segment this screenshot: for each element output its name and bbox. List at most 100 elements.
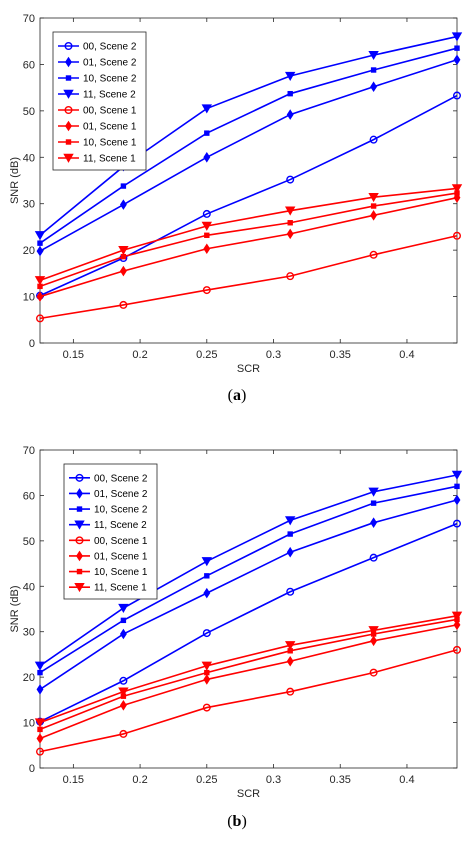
chart-b-ytick-label: 40 xyxy=(23,581,35,593)
chart-a-series-0 xyxy=(36,91,462,300)
chart-b-legend-marker xyxy=(74,582,85,593)
chart-b-xtick-label: 0.25 xyxy=(196,774,217,786)
chart-a-series-line-1 xyxy=(39,59,458,252)
chart-b-legend-marker xyxy=(76,568,83,575)
chart-a-ytick-label: 40 xyxy=(23,152,35,164)
chart-a-data-point xyxy=(284,206,296,216)
chart-a-legend-marker xyxy=(63,89,74,99)
chart-b-data-point xyxy=(284,641,296,651)
chart-a-legend-marker xyxy=(65,139,72,145)
chart-a-legend-marker xyxy=(63,153,74,163)
chart-b-data-point xyxy=(204,573,210,579)
chart-b-legend-entry: 01, Scene 2 xyxy=(94,489,148,500)
chart-b-series-line-4 xyxy=(39,649,458,753)
chart-b-legend-marker xyxy=(74,520,85,530)
chart-a-legend-entry: 01, Scene 1 xyxy=(83,122,137,133)
chart-a: 0 10 20 30 40 50 60 70 0.15 0.2 0.25 0.3 0.35 0.4 SCR S… xyxy=(9,13,463,404)
chart-b-data-point xyxy=(202,703,211,712)
chart-b-legend-marker xyxy=(75,536,84,545)
chart-a-data-point xyxy=(369,250,378,259)
chart-a-data-point xyxy=(287,90,293,97)
chart-b-data-point xyxy=(453,494,461,506)
chart-b-series-line-5 xyxy=(39,624,458,740)
chart-a-data-point xyxy=(203,243,211,255)
chart-a-data-point xyxy=(287,220,293,226)
chart-b-data-point xyxy=(201,557,213,567)
chart-a-data-point xyxy=(120,253,127,260)
chart-a-caption: (a) xyxy=(228,387,247,404)
chart-b-data-point xyxy=(36,747,45,756)
chart-a-data-point xyxy=(202,209,211,218)
chart-a-data-point xyxy=(34,276,46,286)
chart-b-caption: (b) xyxy=(227,813,247,830)
chart-a-legend-entry: 11, Scene 1 xyxy=(83,154,136,165)
chart-a-data-point xyxy=(284,71,296,81)
chart-b-legend-entry: 11, Scene 1 xyxy=(94,583,147,594)
chart-b-data-point xyxy=(201,661,213,671)
chart-b-series-2 xyxy=(37,483,460,676)
chart-b-xtick-label: 0.15 xyxy=(63,774,84,786)
chart-a-series-2 xyxy=(37,45,460,246)
chart-a-legend-entry: 10, Scene 2 xyxy=(83,74,137,85)
chart-a-data-point xyxy=(201,104,213,114)
chart-b-legend-entry: 11, Scene 2 xyxy=(94,520,147,531)
chart-a-data-point xyxy=(286,109,294,120)
chart-b-data-point xyxy=(370,635,378,647)
chart-b-ytick-label: 0 xyxy=(29,763,35,775)
chart-b-legend-marker xyxy=(76,550,83,562)
chart-a-xlabel: SCR xyxy=(237,363,260,375)
chart-a-series-line-4 xyxy=(39,234,458,320)
chart-a-ytick-label: 10 xyxy=(23,292,35,304)
chart-b-data-point xyxy=(36,733,44,744)
chart-b-ytick-label: 70 xyxy=(23,445,35,457)
chart-b-series-line-7 xyxy=(39,615,458,724)
chart-a-legend-entry: 00, Scene 1 xyxy=(83,106,137,117)
chart-b-data-point xyxy=(453,619,461,631)
chart-a-legend-entry: 10, Scene 1 xyxy=(83,138,137,149)
chart-a-data-point xyxy=(36,314,45,323)
chart-b-ytick-label: 10 xyxy=(23,718,35,730)
chart-b-xtick-label: 0.35 xyxy=(330,774,351,786)
chart-a-legend-entry: 00, Scene 2 xyxy=(83,42,137,53)
chart-a-data-point xyxy=(201,221,213,231)
chart-b-legend-entry: 00, Scene 2 xyxy=(94,473,148,484)
chart-a-data-point xyxy=(202,286,211,295)
chart-a-data-point xyxy=(368,50,379,61)
chart-b-data-point xyxy=(118,603,129,614)
chart-a-data-point xyxy=(34,231,46,241)
chart-a-data-point xyxy=(451,184,463,194)
chart-a-data-point xyxy=(370,81,378,92)
chart-b-series-line-1 xyxy=(39,499,458,691)
chart-b-ytick-label: 50 xyxy=(23,536,35,548)
chart-a-ytick-label: 0 xyxy=(29,338,35,350)
chart-a-data-point xyxy=(453,91,462,100)
chart-a-data-point xyxy=(370,203,377,209)
chart-a-data-point xyxy=(118,245,129,256)
chart-a-data-point xyxy=(37,240,43,246)
chart-b-xtick-label: 0.4 xyxy=(399,774,414,786)
chart-b-data-point xyxy=(34,718,46,728)
chart-a-series-4 xyxy=(36,231,462,323)
chart-a-ytick-label: 70 xyxy=(23,13,35,25)
chart-a-ytick-label: 50 xyxy=(23,106,35,118)
chart-a-data-point xyxy=(370,67,377,73)
chart-b-data-point xyxy=(370,517,378,528)
chart-b-series-line-0 xyxy=(39,522,458,723)
chart-a-ylabel: SNR (dB) xyxy=(9,157,21,204)
chart-b-data-point xyxy=(451,470,463,480)
chart-a-data-point xyxy=(454,45,460,51)
chart-b-data-point xyxy=(120,617,127,624)
chart-a-data-point xyxy=(453,231,462,240)
chart-a-data-point xyxy=(36,291,44,302)
chart-b-series-line-6 xyxy=(39,618,458,731)
chart-a-legend-marker xyxy=(65,75,72,81)
chart-a-data-point xyxy=(286,228,294,240)
chart-a-series-line-7 xyxy=(39,187,458,282)
chart-b-data-point xyxy=(368,487,379,497)
chart-b-data-point xyxy=(284,516,296,526)
chart-b-data-point xyxy=(286,546,294,558)
chart-b-data-point xyxy=(34,661,46,671)
chart-a-series-5 xyxy=(36,192,461,302)
chart-b-legend-entry: 00, Scene 1 xyxy=(94,536,148,547)
chart-a-legend-entry: 11, Scene 2 xyxy=(83,90,136,101)
